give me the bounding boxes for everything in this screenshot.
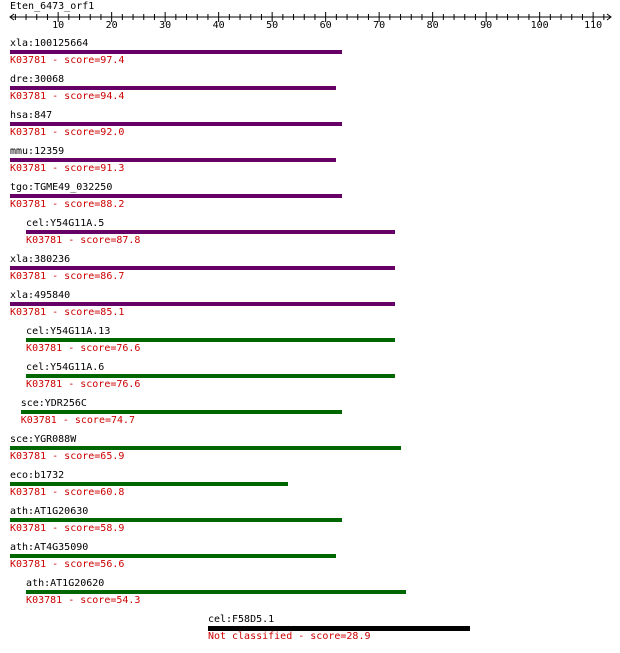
hit-name[interactable]: cel:Y54G11A.13: [26, 326, 111, 337]
ruler-start-arrow: [9, 13, 15, 21]
hit-name[interactable]: tgo:TGME49_032250: [10, 182, 113, 193]
ruler-tick-label: 50: [266, 20, 279, 31]
hit-name[interactable]: eco:b1732: [10, 470, 65, 481]
hit-name[interactable]: cel:Y54G11A.6: [26, 362, 105, 373]
hit-score: K03781 - score=56.6: [10, 559, 125, 570]
ruler-tick-label: 90: [480, 20, 493, 31]
hit-score: K03781 - score=65.9: [10, 451, 125, 462]
alignment-bar[interactable]: [20, 410, 342, 414]
hit-score: K03781 - score=91.3: [10, 163, 125, 174]
alignment-bar[interactable]: [10, 158, 337, 162]
alignment-bar[interactable]: [26, 338, 396, 342]
hit-name[interactable]: xla:100125664: [10, 38, 89, 49]
alignment-bar[interactable]: [10, 86, 337, 90]
hit-score: K03781 - score=76.6: [26, 379, 141, 390]
ruler-tick-label: 30: [159, 20, 172, 31]
ruler-end-arrow: [606, 13, 612, 21]
alignment-bar[interactable]: [10, 194, 342, 198]
hit-name[interactable]: cel:F58D5.1: [207, 614, 275, 625]
ruler-tick-label: 60: [319, 20, 332, 31]
alignment-bar[interactable]: [10, 554, 337, 558]
hit-score: Not classified - score=28.9: [207, 631, 371, 642]
hit-score: K03781 - score=92.0: [10, 127, 125, 138]
ruler-tick-label: 100: [530, 20, 549, 31]
hit-name[interactable]: sce:YDR256C: [20, 398, 87, 409]
alignment-bar[interactable]: [10, 518, 342, 522]
alignment-bar[interactable]: [10, 302, 396, 306]
hit-score: K03781 - score=85.1: [10, 307, 125, 318]
query-title: Eten_6473_orf1: [10, 1, 95, 12]
hit-score: K03781 - score=87.8: [26, 235, 141, 246]
hit-score: K03781 - score=88.2: [10, 199, 125, 210]
hit-name[interactable]: sce:YGR088W: [10, 434, 77, 445]
alignment-bar[interactable]: [10, 266, 396, 270]
hit-name[interactable]: hsa:847: [10, 110, 53, 121]
hit-name[interactable]: xla:495840: [10, 290, 71, 301]
alignment-bar[interactable]: [10, 446, 401, 450]
hit-score: K03781 - score=60.8: [10, 487, 125, 498]
hit-score: K03781 - score=54.3: [26, 595, 141, 606]
ruler-tick-label: 40: [212, 20, 225, 31]
alignment-bar[interactable]: [26, 590, 406, 594]
ruler-tick-label: 20: [105, 20, 118, 31]
hit-name[interactable]: dre:30068: [10, 74, 65, 85]
ruler-tick-label: 80: [426, 20, 439, 31]
alignment-bar[interactable]: [26, 374, 396, 378]
hit-name[interactable]: ath:AT4G35090: [10, 542, 89, 553]
hit-name[interactable]: mmu:12359: [10, 146, 65, 157]
alignment-bar[interactable]: [10, 482, 289, 486]
hit-score: K03781 - score=76.6: [26, 343, 141, 354]
hit-name[interactable]: cel:Y54G11A.5: [26, 218, 105, 229]
ruler-tick-label: 110: [584, 20, 603, 31]
alignment-bar[interactable]: [207, 626, 471, 631]
ruler-tick-label: 70: [373, 20, 386, 31]
hit-score: K03781 - score=94.4: [10, 91, 125, 102]
hit-name[interactable]: xla:380236: [10, 254, 71, 265]
hit-score: K03781 - score=74.7: [20, 415, 136, 426]
position-ruler: [9, 12, 612, 22]
alignment-bar[interactable]: [26, 230, 396, 234]
ruler-tick-label: 10: [52, 20, 65, 31]
hit-score: K03781 - score=86.7: [10, 271, 125, 282]
hit-score: K03781 - score=97.4: [10, 55, 125, 66]
alignment-bar[interactable]: [10, 122, 342, 126]
hit-score: K03781 - score=58.9: [10, 523, 125, 534]
alignment-bar[interactable]: [10, 50, 342, 54]
hit-name[interactable]: ath:AT1G20620: [26, 578, 105, 589]
hit-name[interactable]: ath:AT1G20630: [10, 506, 89, 517]
